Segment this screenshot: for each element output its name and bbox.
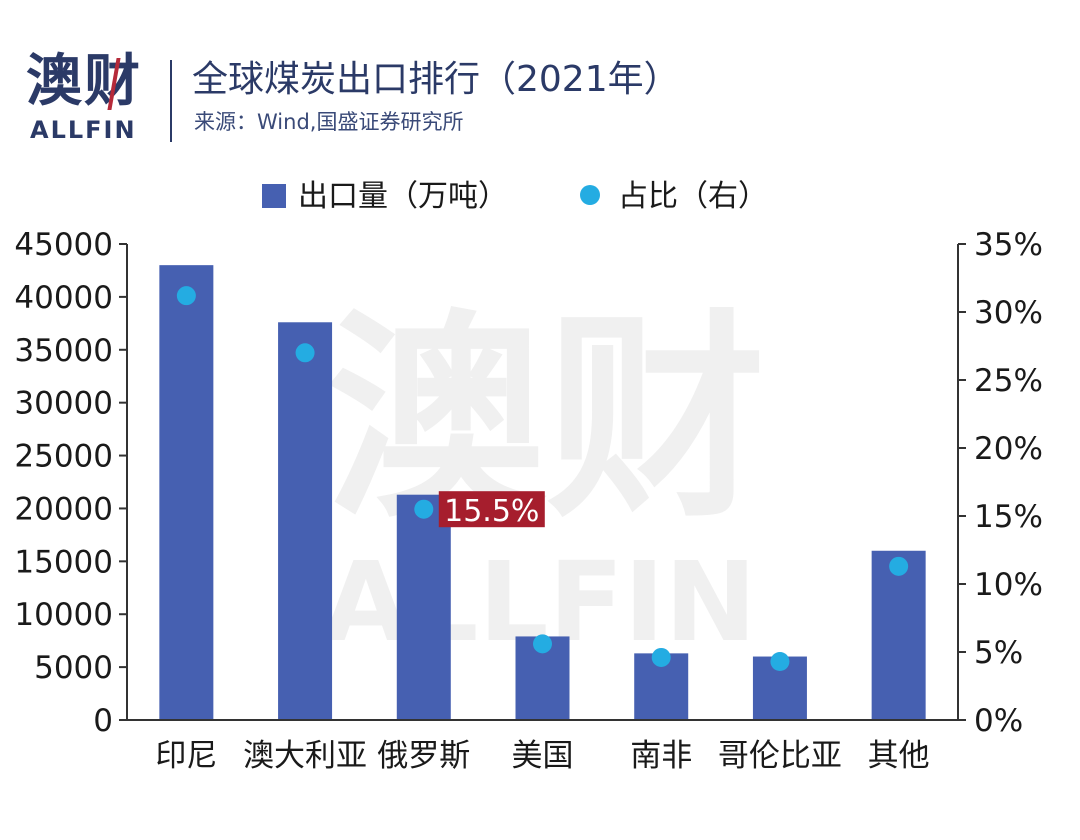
share-dot: [414, 499, 434, 519]
x-tick-label: 哥伦比亚: [718, 738, 842, 774]
left-tick-label: 15000: [14, 544, 113, 580]
chart-title: 全球煤炭出口排行（2021年）: [192, 59, 680, 100]
right-tick-label: 20%: [974, 431, 1043, 467]
header-divider: [170, 60, 172, 142]
right-tick-label: 30%: [974, 295, 1043, 331]
x-tick-label: 印尼: [155, 738, 217, 774]
right-tick-label: 0%: [974, 703, 1023, 739]
share-dot: [889, 556, 909, 576]
export-bar: [871, 550, 926, 720]
right-tick-label: 25%: [974, 363, 1043, 399]
legend-bar-label: 出口量（万吨）: [298, 179, 508, 214]
watermark: 澳财 ALLFIN: [323, 291, 766, 666]
right-axis: 0% 5% 10% 15% 20% 25% 30% 35%: [957, 227, 1043, 739]
left-tick-label: 30000: [14, 386, 113, 422]
callout-label: 15.5%: [444, 494, 539, 529]
chart-header: 澳财 ALLFIN 全球煤炭出口排行（2021年） 来源：Wind,国盛证券研究…: [0, 0, 1080, 160]
share-dot: [651, 647, 671, 667]
legend-dot-label: 占比（右）: [618, 179, 768, 214]
share-series: [176, 286, 909, 672]
left-tick-label: 20000: [14, 491, 113, 527]
left-tick-label: 45000: [14, 227, 113, 263]
left-tick-label: 10000: [14, 597, 113, 633]
export-bar: [159, 265, 214, 720]
share-dot: [533, 634, 552, 654]
x-tick-label: 南非: [630, 738, 692, 774]
legend-bar-swatch: [262, 184, 286, 208]
x-tick-label: 其他: [868, 738, 930, 774]
watermark-logo: 澳财: [326, 291, 766, 547]
left-tick-label: 35000: [14, 333, 113, 369]
x-axis: 印尼 澳大利亚 俄罗斯 美国 南非 哥伦比亚 其他: [127, 719, 958, 774]
share-dot: [770, 652, 790, 672]
share-dot: [176, 286, 196, 306]
bar-series: [159, 265, 926, 720]
chart-source: 来源：Wind,国盛证券研究所: [194, 110, 464, 134]
brand-logo: 澳财: [26, 49, 142, 114]
left-tick-label: 0: [93, 703, 113, 739]
x-tick-label: 美国: [512, 738, 574, 774]
brand-logo-text: ALLFIN: [30, 116, 137, 144]
x-tick-label: 澳大利亚: [243, 738, 367, 774]
left-tick-label: 40000: [14, 280, 113, 316]
export-bar: [396, 494, 451, 720]
legend-dot-swatch: [580, 185, 600, 205]
legend: 出口量（万吨） 占比（右）: [262, 179, 768, 214]
left-axis: 0 5000 10000 15000 20000 25000 30000 35000 40000…: [14, 227, 128, 739]
callout-box: [438, 491, 545, 528]
left-tick-label: 5000: [34, 650, 113, 686]
share-dot: [295, 343, 315, 363]
right-tick-label: 15%: [974, 499, 1043, 535]
right-tick-label: 35%: [974, 227, 1043, 263]
right-tick-label: 10%: [974, 567, 1043, 603]
x-tick-label: 俄罗斯: [377, 738, 470, 774]
data-callout: 15.5%: [438, 491, 545, 529]
right-tick-label: 5%: [974, 635, 1023, 671]
left-tick-label: 25000: [14, 439, 113, 475]
export-bar: [278, 322, 333, 720]
